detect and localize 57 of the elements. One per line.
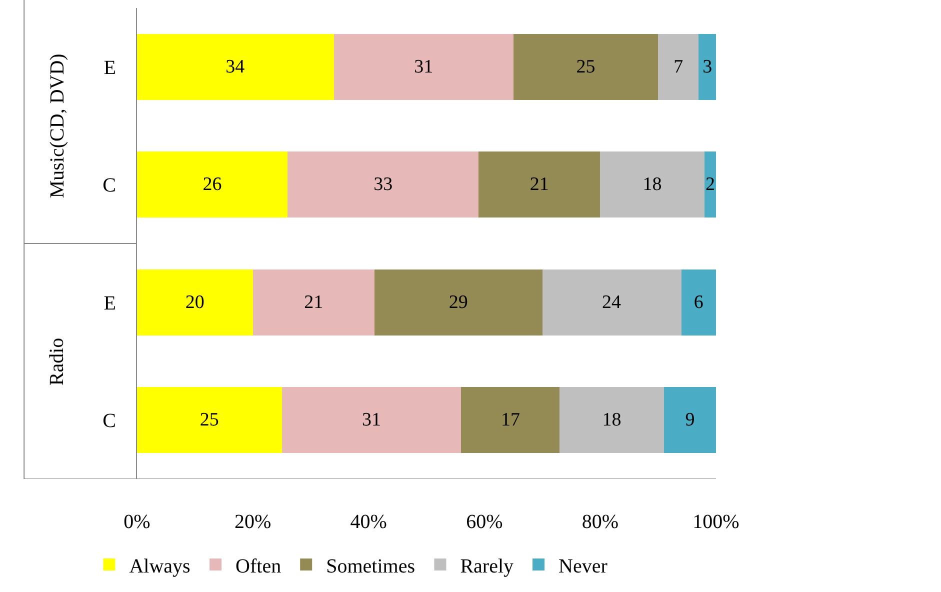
data-label: 9: [685, 410, 695, 431]
data-label: 21: [530, 174, 549, 196]
x-tick-label: 40%: [350, 511, 387, 533]
data-label: 20: [185, 292, 204, 313]
bar: [288, 152, 479, 218]
data-label: 17: [500, 410, 520, 431]
data-label: 18: [642, 174, 662, 196]
text: Radio: [46, 338, 68, 386]
x-tick-label: 80%: [582, 511, 619, 533]
bar: [664, 387, 716, 454]
data-label: 26: [202, 174, 222, 196]
bar: [282, 387, 462, 454]
data-label: 29: [448, 292, 468, 313]
data-label: 24: [602, 292, 622, 313]
bar: [137, 152, 288, 218]
data-label: 31: [362, 410, 381, 431]
legend-label: Always: [129, 555, 191, 578]
bar: [681, 269, 716, 336]
bar: [137, 34, 334, 100]
bar: [137, 387, 282, 454]
bar: [560, 387, 664, 454]
legend-label: Rarely: [460, 555, 514, 578]
bar: [658, 34, 699, 100]
data-label: 3: [702, 56, 712, 78]
x-tick-label: 100%: [692, 511, 740, 533]
legend-label: Often: [236, 555, 282, 578]
legend-label: Sometimes: [326, 555, 416, 578]
bar: [600, 152, 704, 218]
data-label: 34: [226, 56, 246, 78]
bar: [478, 152, 600, 218]
data-label: 2: [705, 174, 715, 196]
x-tick-label: 60%: [466, 511, 503, 533]
y-tick-label: C: [102, 410, 116, 432]
data-label: 6: [694, 292, 704, 313]
legend-label: Never: [558, 555, 608, 578]
bar: [252, 269, 374, 336]
data-label: 25: [200, 410, 219, 431]
data-label: 25: [576, 56, 596, 78]
data-label: 7: [674, 56, 684, 78]
bar: [704, 152, 716, 218]
y-tick-label: C: [102, 174, 116, 197]
data-label: 21: [304, 292, 324, 313]
x-tick-label: 0%: [124, 511, 150, 533]
x-tick-label: 20%: [234, 511, 272, 533]
y-tick-label: E: [104, 56, 116, 79]
bar: [513, 34, 658, 100]
bar: [137, 269, 253, 336]
bar: [334, 34, 514, 100]
text: Music(CD, DVD): [46, 54, 69, 198]
data-label: 33: [374, 174, 393, 196]
bar: [461, 387, 560, 454]
bar: [542, 269, 682, 336]
y-tick-label: E: [104, 292, 116, 314]
bar: [698, 34, 716, 100]
data-label: 18: [602, 410, 622, 431]
bar: [374, 269, 542, 336]
data-label: 31: [414, 56, 434, 78]
